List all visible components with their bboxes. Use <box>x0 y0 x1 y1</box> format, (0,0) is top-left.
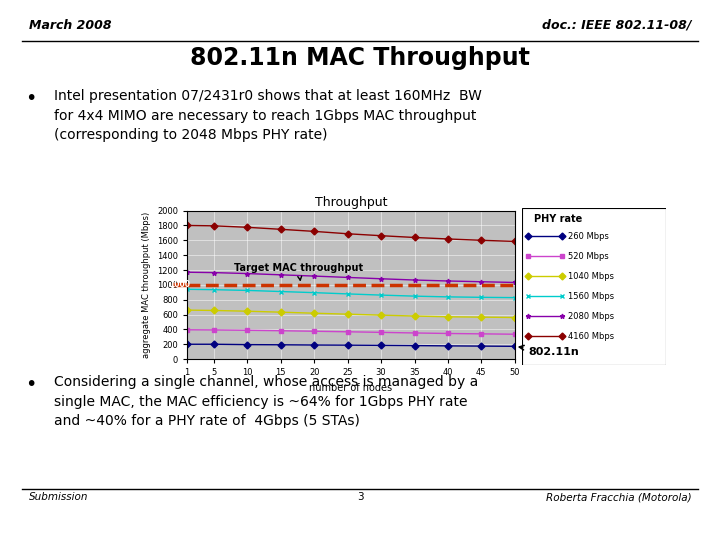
4160 Mbps <box>410 234 419 241</box>
260 Mbps <box>243 341 252 348</box>
Text: March 2008: March 2008 <box>29 19 112 32</box>
260 Mbps <box>343 342 352 348</box>
1040 Mbps <box>444 314 452 320</box>
Line: 1040 Mbps: 1040 Mbps <box>185 308 517 320</box>
260 Mbps <box>377 342 385 349</box>
4160 Mbps <box>377 232 385 239</box>
1560 Mbps <box>276 288 285 295</box>
1560 Mbps <box>444 294 452 300</box>
260 Mbps <box>410 342 419 349</box>
520 Mbps <box>310 328 318 334</box>
Text: Intel presentation 07/2431r0 shows that at least 160MHz  BW
for 4x4 MIMO are nec: Intel presentation 07/2431r0 shows that … <box>54 89 482 142</box>
2080 Mbps <box>310 273 318 279</box>
4160 Mbps <box>243 224 252 231</box>
520 Mbps <box>444 330 452 337</box>
2080 Mbps <box>377 275 385 282</box>
1560 Mbps <box>183 286 192 293</box>
260 Mbps <box>477 343 486 349</box>
1040 Mbps <box>210 307 218 314</box>
1040 Mbps <box>477 314 486 320</box>
1560 Mbps <box>343 291 352 297</box>
2080 Mbps <box>477 279 486 285</box>
1040 Mbps <box>410 313 419 319</box>
1040 Mbps <box>310 310 318 316</box>
Text: 1000: 1000 <box>170 280 191 289</box>
1560 Mbps <box>410 293 419 299</box>
520 Mbps <box>243 327 252 334</box>
520 Mbps <box>377 329 385 335</box>
Text: 2080 Mbps: 2080 Mbps <box>568 312 614 321</box>
2080 Mbps <box>183 269 192 275</box>
Text: Considering a single channel, whose access is managed by a
single MAC, the MAC e: Considering a single channel, whose acce… <box>54 375 478 428</box>
1040 Mbps <box>377 312 385 319</box>
2080 Mbps <box>210 269 218 276</box>
2080 Mbps <box>243 271 252 277</box>
Text: Submission: Submission <box>29 492 89 503</box>
1560 Mbps <box>510 294 519 301</box>
4160 Mbps <box>444 236 452 242</box>
1560 Mbps <box>243 287 252 294</box>
260 Mbps <box>210 341 218 348</box>
1560 Mbps <box>210 286 218 293</box>
520 Mbps <box>510 331 519 338</box>
Line: 1560 Mbps: 1560 Mbps <box>185 287 517 300</box>
2080 Mbps <box>343 274 352 281</box>
2080 Mbps <box>276 272 285 278</box>
4160 Mbps <box>477 237 486 244</box>
Title: Throughput: Throughput <box>315 197 387 210</box>
260 Mbps <box>276 341 285 348</box>
Line: 520 Mbps: 520 Mbps <box>185 327 517 336</box>
1040 Mbps <box>510 314 519 321</box>
260 Mbps <box>444 343 452 349</box>
Line: 4160 Mbps: 4160 Mbps <box>185 223 517 244</box>
520 Mbps <box>477 330 486 337</box>
1040 Mbps <box>276 309 285 315</box>
Y-axis label: aggregate MAC throughput (Mbps): aggregate MAC throughput (Mbps) <box>143 212 151 358</box>
Text: 520 Mbps: 520 Mbps <box>568 252 609 261</box>
Line: 260 Mbps: 260 Mbps <box>185 342 517 349</box>
Text: 1560 Mbps: 1560 Mbps <box>568 292 614 301</box>
Line: 2080 Mbps: 2080 Mbps <box>185 270 517 285</box>
Text: 4160 Mbps: 4160 Mbps <box>568 332 614 341</box>
1560 Mbps <box>477 294 486 301</box>
2080 Mbps <box>510 279 519 286</box>
Text: 260 Mbps: 260 Mbps <box>568 232 609 241</box>
1560 Mbps <box>310 289 318 296</box>
1560 Mbps <box>377 292 385 298</box>
Text: PHY rate: PHY rate <box>534 214 582 224</box>
520 Mbps <box>343 328 352 335</box>
Text: Target MAC throughput: Target MAC throughput <box>234 263 363 280</box>
4160 Mbps <box>276 226 285 233</box>
1040 Mbps <box>183 307 192 313</box>
Text: 802.11n: 802.11n <box>519 346 579 357</box>
1040 Mbps <box>343 311 352 318</box>
Text: 1040 Mbps: 1040 Mbps <box>568 272 614 281</box>
X-axis label: number of nodes: number of nodes <box>310 383 392 393</box>
Text: •: • <box>25 375 37 394</box>
520 Mbps <box>410 330 419 336</box>
260 Mbps <box>183 341 192 348</box>
1040 Mbps <box>243 308 252 314</box>
260 Mbps <box>310 342 318 348</box>
260 Mbps <box>510 343 519 349</box>
4160 Mbps <box>183 222 192 229</box>
520 Mbps <box>276 327 285 334</box>
FancyBboxPatch shape <box>173 284 187 286</box>
2080 Mbps <box>444 278 452 284</box>
Text: doc.: IEEE 802.11-08/: doc.: IEEE 802.11-08/ <box>541 19 691 32</box>
Text: Roberta Fracchia (Motorola): Roberta Fracchia (Motorola) <box>546 492 691 503</box>
Text: 802.11n MAC Throughput: 802.11n MAC Throughput <box>190 46 530 70</box>
2080 Mbps <box>410 277 419 284</box>
4160 Mbps <box>310 228 318 234</box>
Text: •: • <box>25 89 37 108</box>
520 Mbps <box>210 327 218 333</box>
4160 Mbps <box>210 222 218 229</box>
4160 Mbps <box>510 238 519 245</box>
520 Mbps <box>183 327 192 333</box>
Text: 3: 3 <box>356 492 364 503</box>
4160 Mbps <box>343 231 352 237</box>
